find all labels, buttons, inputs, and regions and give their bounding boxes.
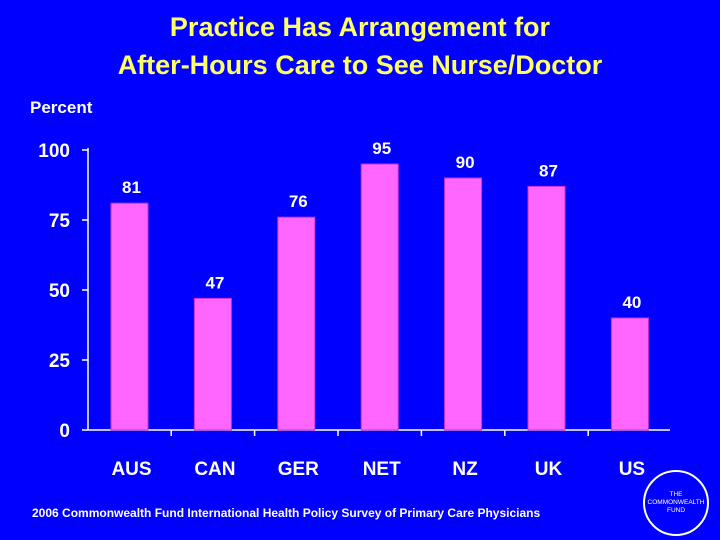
data-label-uk: 87 bbox=[539, 161, 558, 180]
category-label-net: NET bbox=[363, 459, 401, 480]
data-label-aus: 81 bbox=[122, 178, 141, 197]
category-label-can: CAN bbox=[194, 459, 235, 480]
data-label-net: 95 bbox=[372, 139, 391, 158]
category-label-ger: GER bbox=[278, 459, 319, 480]
y-tick-label-0: 0 bbox=[59, 421, 70, 442]
bar-nz bbox=[444, 177, 483, 431]
bar-can bbox=[193, 297, 232, 431]
chart-axes: 0 25 50 75 100 bbox=[38, 141, 670, 442]
category-label-us: US bbox=[619, 459, 645, 480]
y-axis-label: Percent bbox=[30, 98, 93, 117]
chart-title-line-2: After-Hours Care to See Nurse/Doctor bbox=[117, 50, 603, 80]
category-label-nz: NZ bbox=[452, 459, 478, 480]
data-label-can: 47 bbox=[205, 273, 224, 292]
bar-us bbox=[610, 317, 649, 431]
chart-bars bbox=[110, 163, 649, 431]
bar-ger bbox=[277, 216, 316, 431]
bar-net bbox=[360, 163, 399, 431]
category-label-uk: UK bbox=[535, 459, 563, 480]
y-tick-label-100: 100 bbox=[38, 141, 70, 162]
data-label-ger: 76 bbox=[289, 192, 308, 211]
logo-line-1: THE bbox=[669, 491, 683, 498]
logo-line-3: FUND bbox=[666, 507, 686, 514]
source-note: 2006 Commonwealth Fund International Hea… bbox=[32, 506, 541, 520]
chart-labels: 81 AUS 47 CAN 76 GER 95 NET 90 NZ 87 UK 40 US bbox=[111, 139, 645, 480]
commonwealth-fund-logo: THE COMMONWEALTH FUND bbox=[643, 470, 709, 536]
data-label-us: 40 bbox=[622, 293, 641, 312]
category-label-aus: AUS bbox=[111, 459, 151, 480]
y-tick-label-25: 25 bbox=[49, 351, 71, 372]
chart-title-line-1: Practice Has Arrangement for bbox=[169, 12, 551, 42]
y-tick-label-75: 75 bbox=[49, 211, 71, 232]
data-label-nz: 90 bbox=[456, 153, 475, 172]
logo-line-2: COMMONWEALTH bbox=[647, 499, 705, 506]
bar-aus bbox=[110, 202, 149, 431]
bar-uk bbox=[527, 185, 566, 431]
chart-title: Practice Has Arrangement for After-Hours… bbox=[0, 8, 720, 84]
y-tick-label-50: 50 bbox=[49, 281, 70, 302]
